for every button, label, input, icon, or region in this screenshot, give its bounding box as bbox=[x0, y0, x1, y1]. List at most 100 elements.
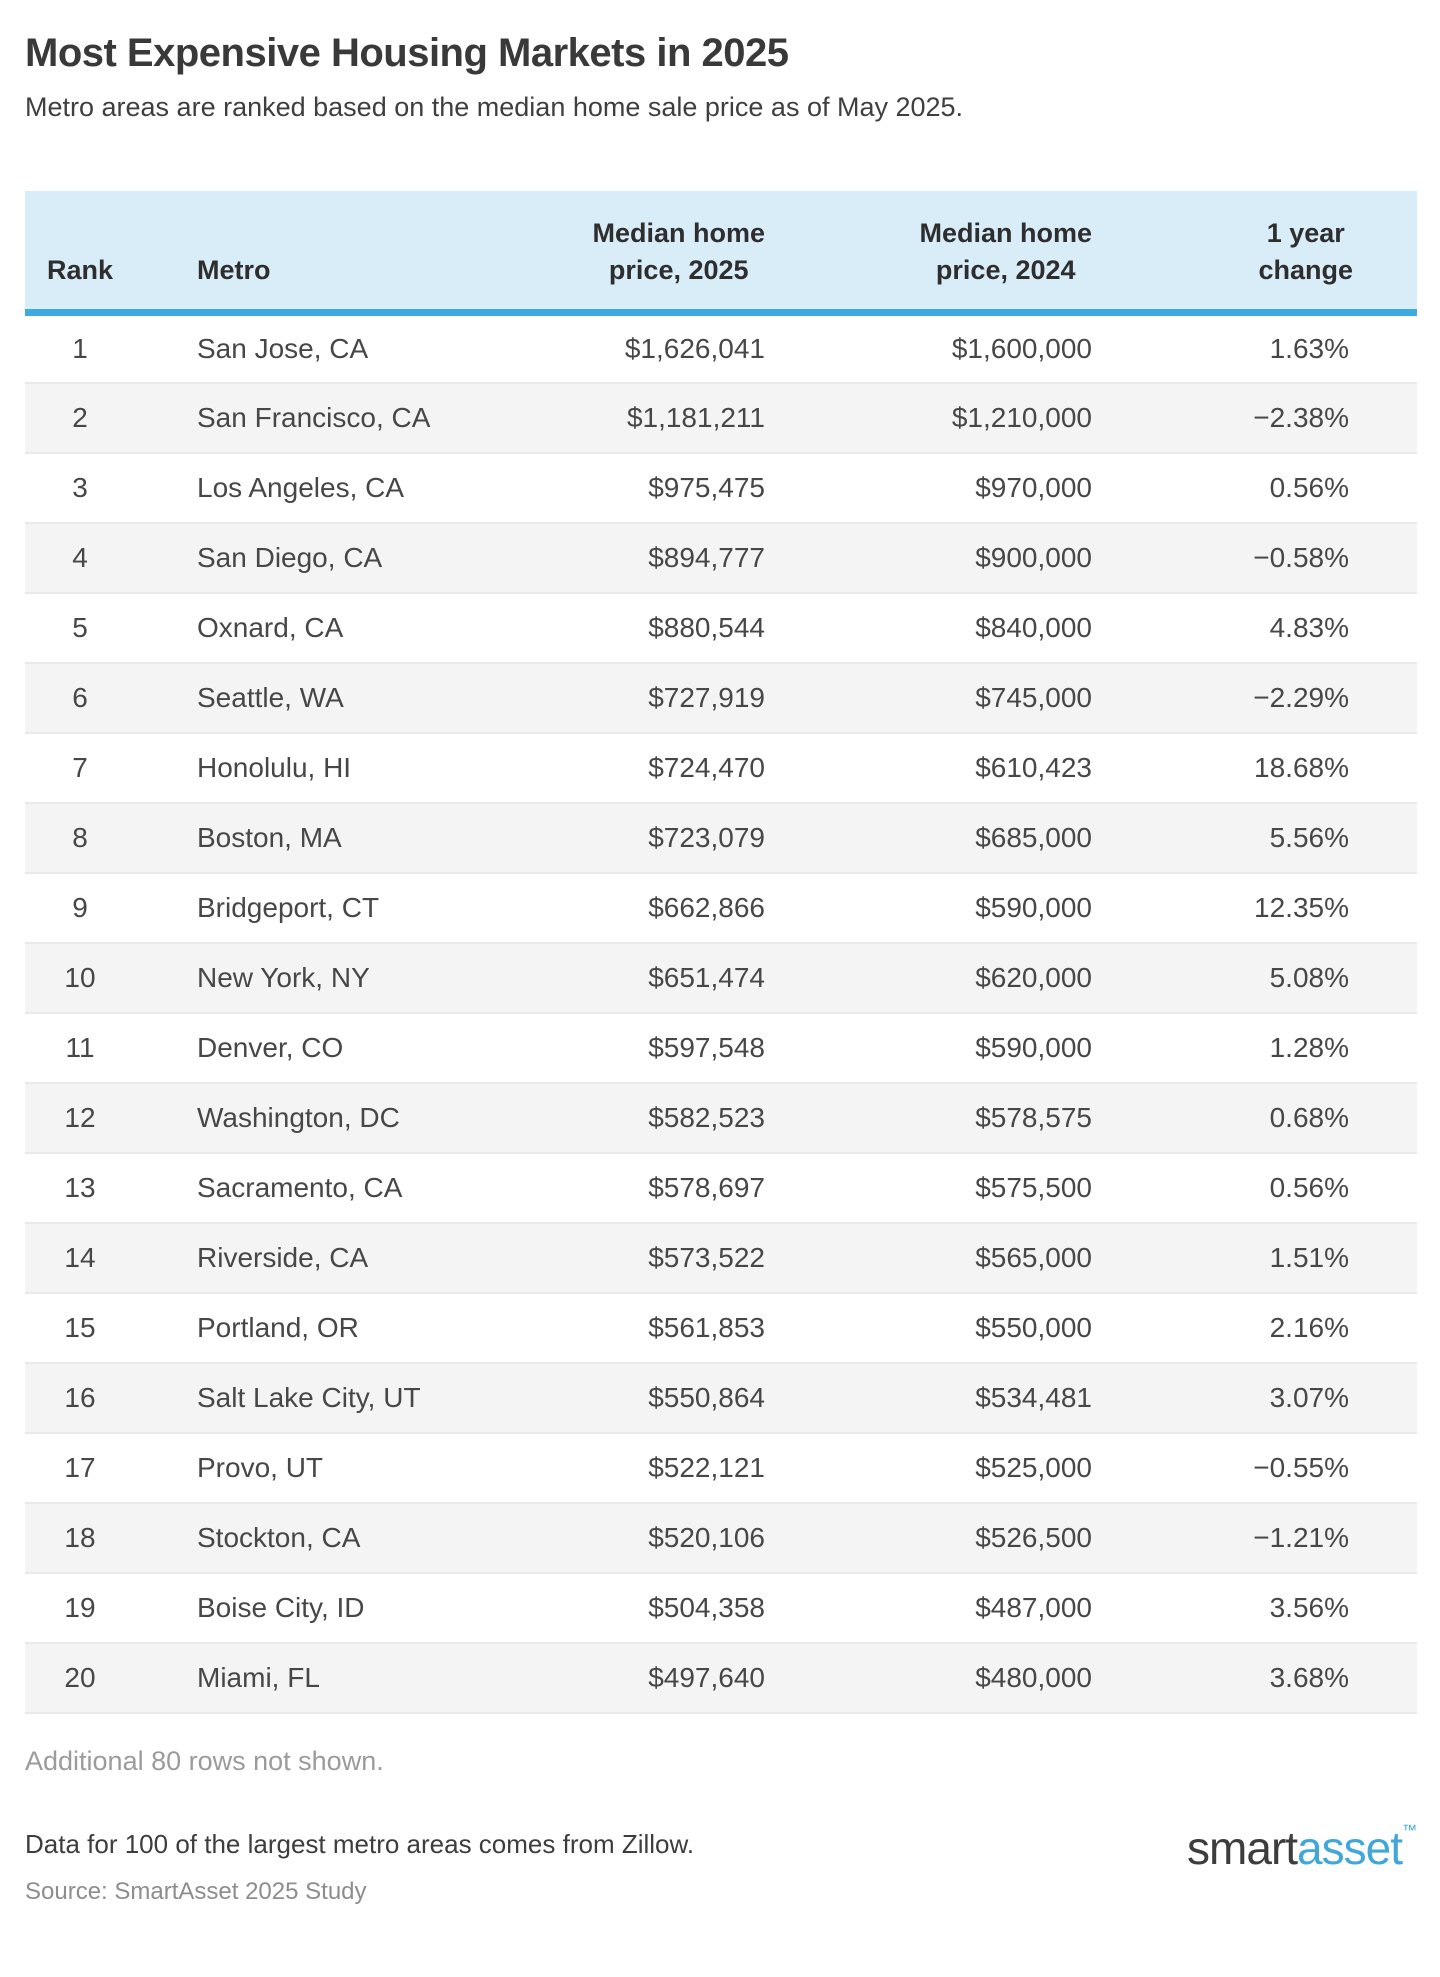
logo-asset-text: asset bbox=[1297, 1821, 1403, 1874]
table-row: 11 Denver, CO $597,548 $590,000 1.28% bbox=[25, 1013, 1417, 1083]
price-2024-cell: $900,000 bbox=[975, 541, 1092, 573]
price-2024-cell: $550,000 bbox=[975, 1311, 1092, 1343]
price-2025-cell: $504,358 bbox=[648, 1591, 765, 1623]
table-row: 2 San Francisco, CA $1,181,211 $1,210,000 −2… bbox=[25, 382, 1417, 453]
footer-texts: Data for 100 of the largest metro areas … bbox=[25, 1829, 694, 1906]
table-row: 16 Salt Lake City, UT $550,864 $534,481 3.07… bbox=[25, 1362, 1417, 1433]
price-2024-cell: $590,000 bbox=[975, 891, 1092, 923]
header-line: 1 year bbox=[1266, 218, 1345, 249]
price-2025-cell: $520,106 bbox=[648, 1521, 765, 1553]
price-2025-cell: $578,697 bbox=[648, 1171, 765, 1203]
metro-cell: San Jose, CA bbox=[197, 332, 369, 364]
price-2025-cell: $880,544 bbox=[648, 611, 765, 643]
price-2024-cell: $970,000 bbox=[975, 471, 1092, 503]
price-2024-cell: $480,000 bbox=[975, 1661, 1092, 1693]
table-row: 15 Portland, OR $561,853 $550,000 2.16% bbox=[25, 1293, 1417, 1363]
price-2024-cell: $526,500 bbox=[975, 1521, 1092, 1553]
price-2024-cell: $685,000 bbox=[975, 821, 1092, 853]
metro-cell: Los Angeles, CA bbox=[197, 471, 405, 503]
column-header-1yr-change: 1 year change bbox=[1092, 191, 1417, 317]
rank-cell: 11 bbox=[65, 1031, 95, 1063]
change-cell: 0.68% bbox=[1269, 1101, 1349, 1133]
column-header-metro: Metro bbox=[135, 191, 447, 317]
metro-cell: Washington, DC bbox=[197, 1101, 400, 1133]
table-row: 17 Provo, UT $522,121 $525,000 −0.55% bbox=[25, 1433, 1417, 1503]
price-2024-cell: $534,481 bbox=[975, 1381, 1092, 1413]
footer: Data for 100 of the largest metro areas … bbox=[25, 1823, 1417, 1906]
price-2024-cell: $745,000 bbox=[975, 681, 1092, 713]
table-header-row: Rank Metro Median home price, 2025 Median… bbox=[25, 191, 1417, 317]
metro-cell: Salt Lake City, UT bbox=[197, 1381, 421, 1413]
additional-rows-note: Additional 80 rows not shown. bbox=[25, 1745, 384, 1776]
change-cell: 5.56% bbox=[1269, 821, 1349, 853]
price-2025-cell: $582,523 bbox=[648, 1101, 765, 1133]
change-cell: 3.56% bbox=[1269, 1591, 1349, 1623]
metro-cell: Bridgeport, CT bbox=[197, 891, 380, 923]
price-2024-cell: $1,210,000 bbox=[951, 401, 1092, 433]
price-2025-cell: $1,626,041 bbox=[624, 332, 765, 364]
change-cell: −1.21% bbox=[1253, 1521, 1349, 1553]
change-cell: 0.56% bbox=[1269, 1171, 1349, 1203]
logo-trademark: ™ bbox=[1402, 1821, 1417, 1839]
table-row: 14 Riverside, CA $573,522 $565,000 1.51% bbox=[25, 1222, 1417, 1293]
header-line: change bbox=[1258, 255, 1353, 286]
metro-cell: Sacramento, CA bbox=[197, 1171, 403, 1203]
rank-cell: 20 bbox=[64, 1661, 96, 1693]
change-cell: −0.58% bbox=[1253, 541, 1349, 573]
change-cell: 3.07% bbox=[1269, 1381, 1349, 1413]
price-2025-cell: $550,864 bbox=[648, 1381, 765, 1413]
rank-cell: 14 bbox=[64, 1241, 96, 1273]
price-2025-cell: $662,866 bbox=[648, 891, 765, 923]
table-row: 8 Boston, MA $723,079 $685,000 5.56% bbox=[25, 802, 1417, 873]
table-row: 18 Stockton, CA $520,106 $526,500 −1.21% bbox=[25, 1502, 1417, 1573]
table-row: 20 Miami, FL $497,640 $480,000 3.68% bbox=[25, 1642, 1417, 1713]
rank-cell: 8 bbox=[72, 821, 88, 853]
price-2025-cell: $597,548 bbox=[648, 1031, 765, 1063]
price-2024-cell: $1,600,000 bbox=[951, 332, 1092, 364]
price-2025-cell: $561,853 bbox=[648, 1311, 765, 1343]
rank-cell: 1 bbox=[72, 332, 88, 364]
rank-cell: 10 bbox=[64, 961, 96, 993]
data-source-note: Data for 100 of the largest metro areas … bbox=[25, 1828, 695, 1859]
change-cell: 2.16% bbox=[1269, 1311, 1349, 1343]
metro-cell: Stockton, CA bbox=[197, 1521, 361, 1553]
header-line: Median home bbox=[592, 218, 765, 249]
rank-cell: 19 bbox=[64, 1591, 96, 1623]
table-row: 10 New York, NY $651,474 $620,000 5.08% bbox=[25, 942, 1417, 1013]
metro-cell: Denver, CO bbox=[197, 1031, 344, 1063]
rank-cell: 15 bbox=[64, 1311, 96, 1343]
price-2025-cell: $894,777 bbox=[648, 541, 765, 573]
change-cell: 5.08% bbox=[1269, 961, 1349, 993]
table-row: 5 Oxnard, CA $880,544 $840,000 4.83% bbox=[25, 593, 1417, 663]
change-cell: 1.63% bbox=[1269, 332, 1349, 364]
price-2025-cell: $1,181,211 bbox=[626, 401, 765, 433]
change-cell: 18.68% bbox=[1254, 751, 1349, 783]
metro-cell: Provo, UT bbox=[197, 1451, 324, 1483]
price-2024-cell: $575,500 bbox=[975, 1171, 1092, 1203]
rank-cell: 16 bbox=[64, 1381, 96, 1413]
table-row: 19 Boise City, ID $504,358 $487,000 3.56% bbox=[25, 1573, 1417, 1643]
metro-cell: Boise City, ID bbox=[197, 1591, 365, 1623]
table-row: 4 San Diego, CA $894,777 $900,000 −0.58% bbox=[25, 522, 1417, 593]
table-row: 1 San Jose, CA $1,626,041 $1,600,000 1.63% bbox=[25, 313, 1417, 383]
source-credit: Source: SmartAsset 2025 Study bbox=[25, 1877, 367, 1905]
logo-smart-text: smart bbox=[1187, 1821, 1298, 1874]
metro-cell: Portland, OR bbox=[197, 1311, 359, 1343]
column-header-price-2025-label: Median home price, 2025 bbox=[592, 215, 765, 289]
change-cell: 3.68% bbox=[1269, 1661, 1349, 1693]
column-header-1yr-change-label: 1 year change bbox=[1258, 215, 1353, 289]
table-row: 6 Seattle, WA $727,919 $745,000 −2.29% bbox=[25, 662, 1417, 733]
change-cell: 1.51% bbox=[1269, 1241, 1349, 1273]
column-header-price-2024: Median home price, 2024 bbox=[765, 191, 1092, 317]
price-2025-cell: $573,522 bbox=[648, 1241, 765, 1273]
column-header-rank: Rank bbox=[25, 191, 135, 317]
price-2025-cell: $497,640 bbox=[648, 1661, 765, 1693]
price-2024-cell: $565,000 bbox=[975, 1241, 1092, 1273]
rank-cell: 7 bbox=[72, 751, 88, 783]
rank-cell: 3 bbox=[72, 471, 88, 503]
price-2024-cell: $620,000 bbox=[975, 961, 1092, 993]
table-row: 12 Washington, DC $582,523 $578,575 0.68% bbox=[25, 1082, 1417, 1153]
price-2025-cell: $522,121 bbox=[648, 1451, 765, 1483]
table-row: 9 Bridgeport, CT $662,866 $590,000 12.35% bbox=[25, 873, 1417, 943]
header-line: price, 2024 bbox=[935, 255, 1076, 286]
